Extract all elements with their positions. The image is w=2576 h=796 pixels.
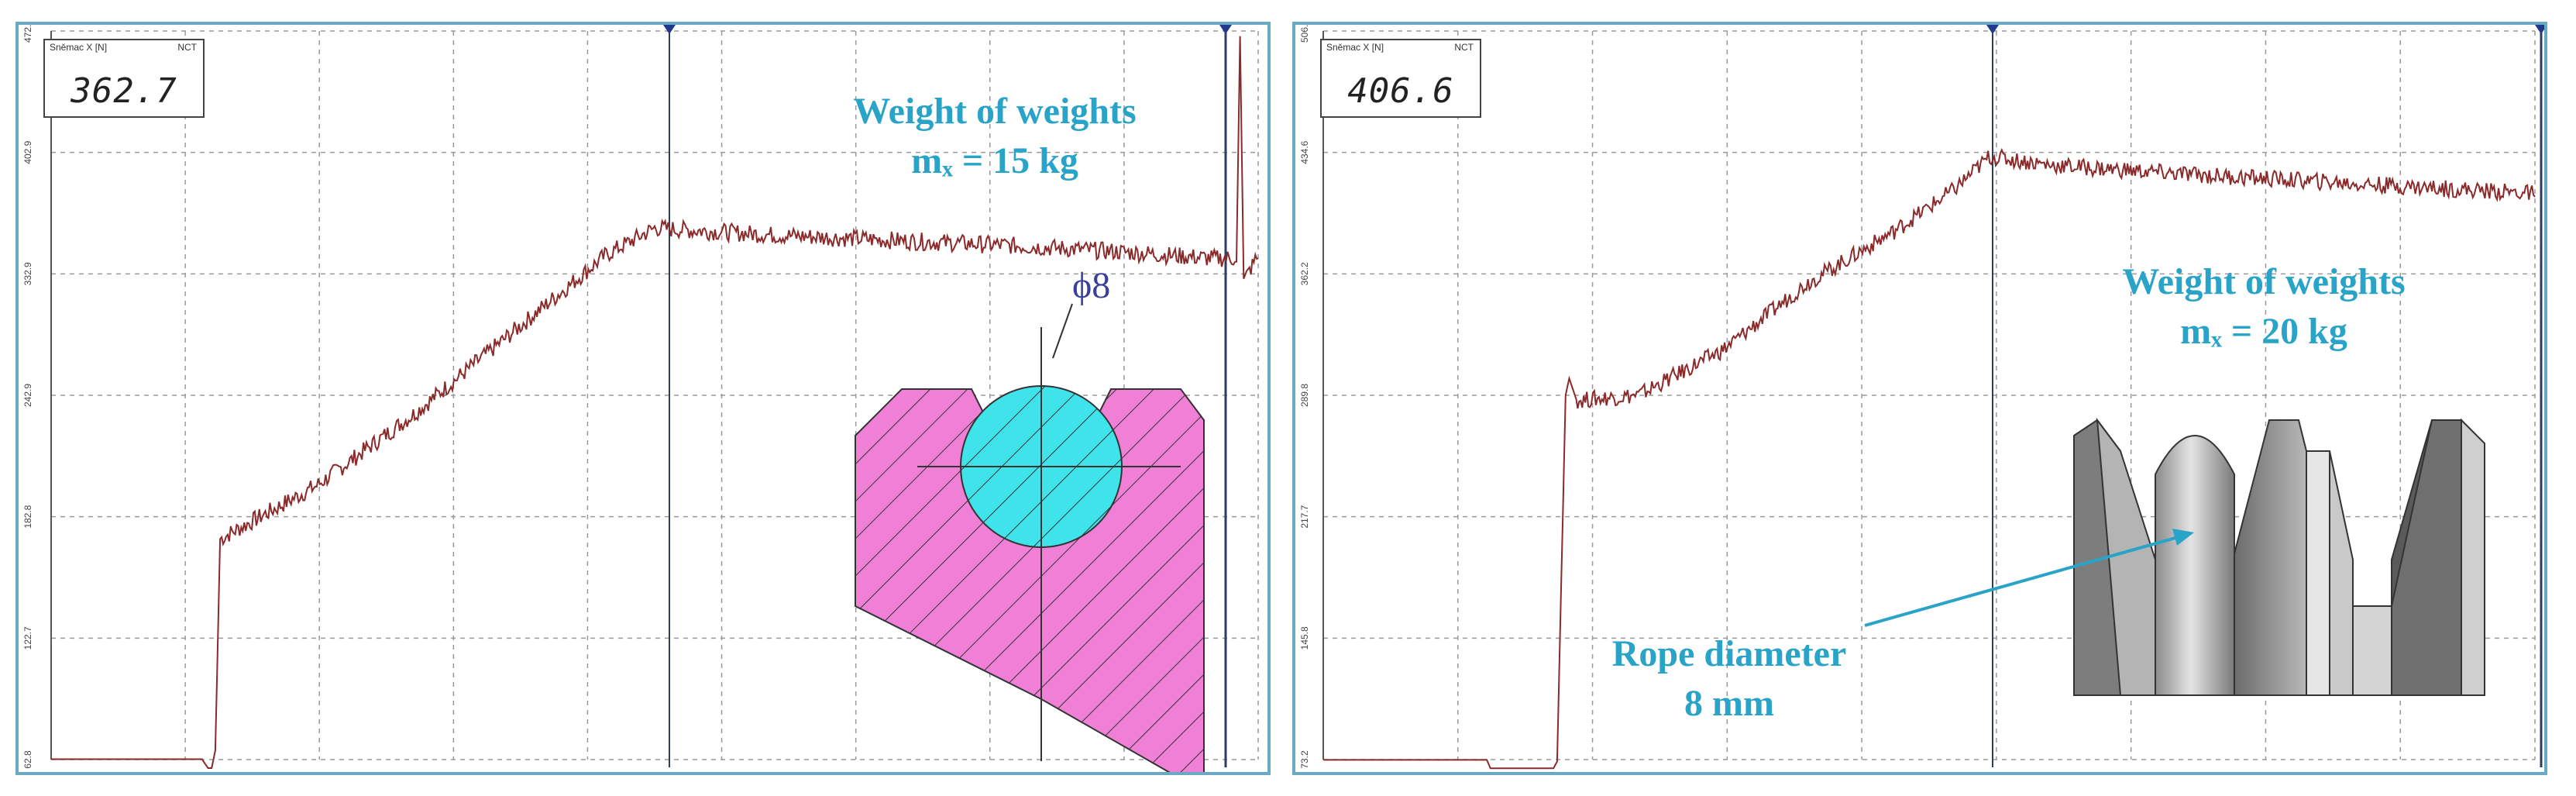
plot-right: 73.2 145.8 217.7 289.8 362.2 434.6 506.7 (1299, 25, 2544, 770)
rope-diameter-annotation: Rope diameter 8 mm (1551, 629, 1907, 729)
series-line-left (51, 36, 1259, 769)
y-tick-label: 434.6 (1299, 140, 1310, 164)
plot-left: 62.8 122.7 182.8 242.9 332.9 402.9 472.9 ϕ8 (22, 25, 1259, 772)
yticks-left: 62.8 122.7 182.8 242.9 332.9 402.9 472.9 (22, 25, 33, 769)
weight-annotation: Weight of weights mₓ = 15 kg (762, 87, 1227, 186)
y-tick-label: 62.8 (22, 750, 33, 769)
weight-annotation: Weight of weights mₓ = 20 kg (2031, 257, 2496, 357)
cursor-marker[interactable] (663, 25, 676, 34)
cursor-marker[interactable] (1986, 25, 1999, 34)
y-tick-label: 122.7 (22, 626, 33, 650)
weight-annotation-line2: mₓ = 15 kg (911, 140, 1078, 181)
chart-panel-right: 73.2 145.8 217.7 289.8 362.2 434.6 506.7 (1292, 22, 2547, 775)
y-tick-label: 402.9 (22, 140, 33, 164)
y-tick-label: 362.2 (1299, 262, 1310, 285)
force-readout: Sněmac X [N] NCT 406.6 (1320, 39, 1481, 118)
y-tick-label: 242.9 (22, 384, 33, 407)
annotation-arrowhead (2172, 529, 2194, 546)
yticks-right: 73.2 145.8 217.7 289.8 362.2 434.6 506.7 (1299, 25, 1310, 769)
weight-annotation-line1: Weight of weights (2122, 261, 2406, 302)
y-tick-label: 182.8 (22, 505, 33, 528)
readout-unit: NCT (177, 42, 197, 53)
groove-3d-illustration (2073, 417, 2485, 696)
y-tick-label: 332.9 (22, 262, 33, 285)
y-tick-label: 217.7 (1299, 505, 1310, 528)
force-readout: Sněmac X [N] NCT 362.7 (43, 39, 205, 118)
rope-diameter-line1: Rope diameter (1611, 633, 1847, 674)
chart-panel-left: 62.8 122.7 182.8 242.9 332.9 402.9 472.9 ϕ8 Sn… (15, 22, 1271, 775)
y-tick-label: 145.8 (1299, 626, 1310, 650)
y-tick-label: 506.7 (1299, 25, 1310, 43)
cursor-marker[interactable] (2535, 25, 2544, 34)
readout-caption: Sněmac X [N] (1326, 42, 1384, 53)
readout-value: 362.7 (71, 71, 177, 111)
readout-unit: NCT (1454, 42, 1474, 53)
readout-value: 406.6 (1347, 71, 1454, 111)
weight-annotation-line1: Weight of weights (853, 91, 1137, 132)
cursors-left (663, 25, 1232, 767)
y-tick-label: 289.8 (1299, 384, 1310, 407)
series-line-right (1323, 147, 2536, 770)
annotation-arrow (1864, 533, 2187, 627)
y-tick-label: 472.9 (22, 25, 33, 43)
readout-caption: Sněmac X [N] (50, 42, 108, 53)
grid-right (1322, 30, 2536, 760)
y-tick-label: 73.2 (1299, 750, 1310, 769)
cursors-right (1986, 25, 2544, 767)
rope-diameter-line2: 8 mm (1684, 683, 1774, 724)
groove-profile-illustration: ϕ8 (855, 265, 1205, 772)
profile-label: ϕ8 (1072, 265, 1110, 306)
weight-annotation-line2: mₓ = 20 kg (2180, 311, 2347, 352)
cursor-marker[interactable] (1219, 25, 1232, 34)
